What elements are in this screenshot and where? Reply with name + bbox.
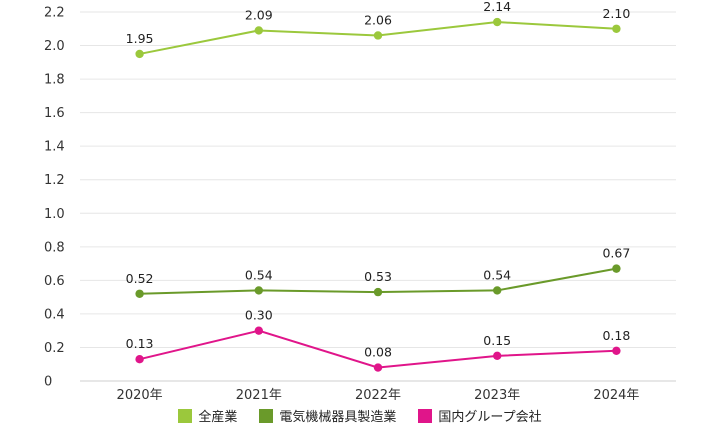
- series-1-point-3: [493, 286, 502, 295]
- y-tick-label-2: 0.4: [44, 307, 65, 322]
- legend-item-domestic-group: 国内グループ会社: [418, 406, 542, 425]
- y-tick-label-6: 1.2: [44, 173, 65, 188]
- x-tick-label-0: 2020年: [117, 388, 163, 400]
- series-2-label-3: 0.15: [483, 333, 511, 348]
- x-tick-label-3: 2023年: [474, 388, 520, 400]
- legend-swatch-all-industries: [178, 408, 193, 423]
- legend-item-all-industries: 全産業: [178, 406, 237, 425]
- series-2-point-4: [612, 346, 621, 356]
- series-0-label-4: 2.10: [602, 6, 630, 21]
- series-1-point-2: [373, 287, 383, 297]
- x-tick-label-2: 2022年: [355, 388, 401, 400]
- series-0-point-2: [373, 31, 383, 40]
- series-0-point-1: [254, 26, 263, 35]
- y-tick-label-8: 1.6: [44, 106, 65, 121]
- series-2-point-0: [135, 354, 144, 364]
- series-1-label-4: 0.67: [602, 246, 630, 261]
- y-tick-label-7: 1.4: [44, 140, 65, 155]
- y-tick-label-11: 2.2: [44, 6, 65, 21]
- series-0-point-0: [135, 49, 144, 59]
- y-tick-label-9: 1.8: [44, 73, 65, 88]
- series-1-label-3: 0.54: [483, 267, 511, 282]
- y-tick-label-3: 0.6: [44, 274, 65, 289]
- y-tick-label-5: 1.0: [44, 207, 65, 222]
- series-2-point-3: [493, 351, 502, 361]
- series-0-label-3: 2.14: [483, 0, 511, 14]
- series-2-point-2: [373, 363, 383, 372]
- legend-item-electrical-machinery: 電気機械器具製造業: [259, 406, 396, 425]
- series-2-label-1: 0.30: [245, 308, 273, 323]
- series-2-label-2: 0.08: [364, 345, 392, 360]
- series-2-point-1: [254, 326, 263, 335]
- y-tick-label-0: 0: [44, 375, 52, 390]
- x-tick-label-4: 2024年: [593, 388, 639, 400]
- series-1-point-0: [135, 289, 144, 298]
- legend: 全産業 電気機械器具製造業 国内グループ会社: [0, 406, 720, 425]
- series-1-label-0: 0.52: [126, 271, 154, 286]
- legend-label-all-industries: 全産業: [198, 410, 238, 425]
- legend-label-domestic-group: 国内グループ会社: [438, 410, 542, 425]
- y-tick-label-1: 0.2: [44, 341, 65, 356]
- y-tick-label-10: 2.0: [44, 39, 65, 54]
- series-0-label-1: 2.09: [245, 7, 273, 22]
- legend-swatch-electrical-machinery: [259, 408, 274, 423]
- series-2-label-0: 0.13: [126, 336, 154, 351]
- chart-canvas: 0 0.2 0.4 0.6 0.8 1.0 1.2 1.4 1.6 1.8 2.0 2.2 2020年 2…: [44, 0, 676, 400]
- legend-label-electrical-machinery: 電気機械器具製造業: [279, 410, 397, 425]
- y-tick-label-4: 0.8: [44, 240, 65, 255]
- x-tick-label-1: 2021年: [236, 388, 282, 400]
- series-0-point-3: [493, 17, 502, 27]
- series-0-label-2: 2.06: [364, 12, 392, 27]
- series-1-point-1: [254, 286, 263, 295]
- series-1-label-2: 0.53: [364, 269, 392, 284]
- legend-swatch-domestic-group: [418, 408, 433, 423]
- series-1-point-4: [612, 264, 621, 273]
- series-2-label-4: 0.18: [602, 328, 630, 343]
- series-1-label-1: 0.54: [245, 267, 273, 282]
- series-0-label-0: 1.95: [126, 31, 154, 46]
- series-0-point-4: [612, 24, 621, 33]
